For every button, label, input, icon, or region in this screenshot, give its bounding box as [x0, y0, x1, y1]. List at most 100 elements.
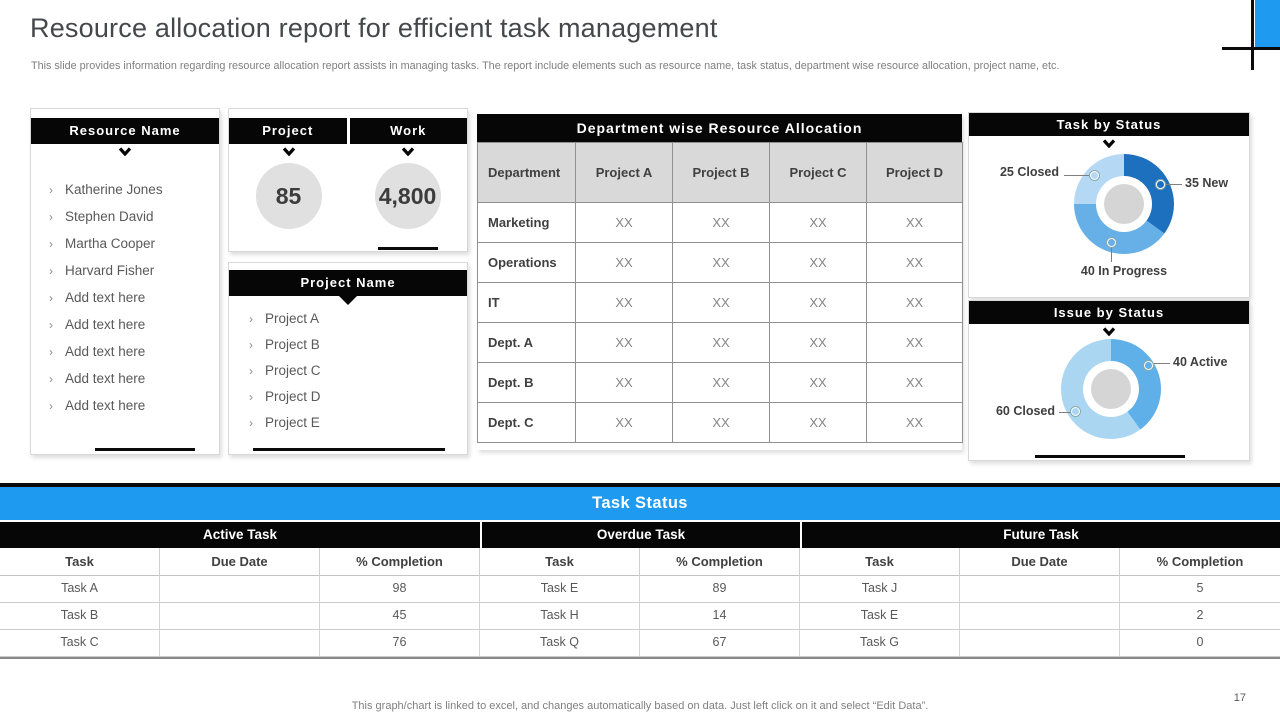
chevron-bullet-icon: › — [249, 416, 253, 430]
column-header: Project D — [866, 142, 963, 203]
list-item[interactable]: › Add text here — [49, 371, 146, 386]
chevron-bullet-icon: › — [49, 345, 53, 359]
column-header: Due Date — [960, 548, 1120, 575]
project-name-header: Project Name — [229, 270, 467, 296]
list-item[interactable]: › Project B — [249, 337, 320, 352]
list-item[interactable]: › Project C — [249, 363, 321, 378]
resource-name-header: Resource Name — [31, 118, 219, 144]
table-row: Operations XX XX XX XX — [477, 242, 963, 283]
column-header: Department — [477, 142, 576, 203]
work-kpi-header: Work — [349, 118, 467, 144]
donut-callout-closed: 25 Closed — [999, 165, 1059, 179]
status-table-bottom-rule — [0, 657, 1280, 659]
column-header: Project C — [769, 142, 867, 203]
task-chart-title: Task by Status — [969, 113, 1249, 136]
donut-callout-new: 35 New — [1185, 176, 1229, 190]
column-header: Project A — [575, 142, 673, 203]
corner-accent-hline — [1222, 47, 1280, 50]
table-row: Dept. C XX XX XX XX — [477, 402, 963, 443]
donut-callout-in-progress: 40 In Progress — [1080, 264, 1168, 278]
table-header-row: Department Project A Project B Project C… — [477, 142, 963, 203]
chevron-bullet-icon: › — [49, 318, 53, 332]
project-kpi-header: Project — [229, 118, 347, 144]
column-header: Project B — [672, 142, 770, 203]
chevron-down-icon — [969, 327, 1249, 337]
table-row: Dept. A XX XX XX XX — [477, 322, 963, 363]
list-item[interactable]: › Martha Cooper — [49, 236, 156, 251]
chevron-bullet-icon: › — [49, 210, 53, 224]
panel-accent-underline — [95, 448, 195, 451]
group-future-task: Future Task — [802, 522, 1280, 548]
page-subtitle: This slide provides information regardin… — [31, 60, 1060, 72]
group-active-task: Active Task — [0, 522, 480, 548]
chevron-bullet-icon: › — [49, 237, 53, 251]
group-overdue-task: Overdue Task — [482, 522, 800, 548]
department-allocation-table: Department Project A Project B Project C… — [477, 142, 963, 443]
column-header: Due Date — [160, 548, 320, 575]
corner-accent-square — [1255, 0, 1280, 48]
callout-dot — [1107, 238, 1116, 247]
panel-accent-underline — [1035, 455, 1185, 458]
page-number: 17 — [1233, 692, 1246, 704]
list-item[interactable]: › Harvard Fisher — [49, 263, 155, 278]
chevron-down-icon — [31, 147, 219, 157]
task-status-donut-chart[interactable] — [1074, 154, 1174, 254]
column-header: Task — [0, 548, 160, 575]
list-item[interactable]: › Project D — [249, 389, 321, 404]
list-item[interactable]: › Project E — [249, 415, 320, 430]
department-table-title: Department wise Resource Allocation — [477, 114, 962, 142]
chevron-bullet-icon: › — [249, 364, 253, 378]
status-table-column-headers: Task Due Date % Completion Task % Comple… — [0, 548, 1280, 576]
corner-accent-vline — [1251, 0, 1254, 70]
department-allocation-panel: Department wise Resource Allocation Depa… — [477, 114, 963, 450]
issue-by-status-panel: Issue by Status 40 Active 60 Closed — [968, 300, 1250, 461]
callout-dot — [1156, 180, 1165, 189]
chevron-bullet-icon: › — [49, 264, 53, 278]
list-item[interactable]: › Add text here — [49, 290, 146, 305]
page-title: Resource allocation report for efficient… — [30, 13, 718, 43]
chevron-bullet-icon: › — [49, 291, 53, 305]
issue-status-donut-chart[interactable] — [1061, 339, 1161, 439]
chevron-down-icon — [969, 139, 1249, 149]
chevron-bullet-icon: › — [49, 183, 53, 197]
list-item[interactable]: › Stephen David — [49, 209, 154, 224]
column-header: % Completion — [1156, 554, 1244, 569]
chevron-down-icon — [229, 147, 348, 157]
list-item[interactable]: › Katherine Jones — [49, 182, 163, 197]
list-item[interactable]: › Project A — [249, 311, 320, 326]
callout-dot — [1144, 361, 1153, 370]
chevron-bullet-icon: › — [49, 372, 53, 386]
list-item[interactable]: › Add text here — [49, 398, 146, 413]
donut-callout-closed: 60 Closed — [995, 404, 1055, 418]
status-table-group-header: Active Task Overdue Task Future Task — [0, 522, 1280, 548]
task-by-status-panel: Task by Status 35 New 40 In Progress 25 … — [968, 112, 1250, 298]
panel-accent-underline — [377, 247, 438, 250]
table-row: Marketing XX XX XX XX — [477, 202, 963, 243]
chevron-down-icon — [348, 147, 467, 157]
table-row: Dept. B XX XX XX XX — [477, 362, 963, 403]
column-header: % Completion — [320, 548, 480, 575]
chevron-bullet-icon: › — [249, 338, 253, 352]
column-header: % Completion — [640, 548, 800, 575]
list-item[interactable]: › Add text here — [49, 344, 146, 359]
work-count-badge: 4,800 — [374, 163, 441, 229]
donut-callout-active: 40 Active — [1173, 355, 1228, 369]
list-item[interactable]: › Add text here — [49, 317, 146, 332]
triangle-down-icon — [339, 296, 357, 305]
table-row: IT XX XX XX XX — [477, 282, 963, 323]
chevron-bullet-icon: › — [49, 399, 53, 413]
column-header: Task — [800, 548, 960, 575]
project-name-panel: Project Name › Project A › Project B › Proj… — [228, 262, 468, 455]
resource-name-panel: Resource Name › Katherine Jones › Stephen … — [30, 108, 220, 455]
issue-chart-title: Issue by Status — [969, 301, 1249, 324]
chevron-bullet-icon: › — [249, 312, 253, 326]
column-header: Task — [480, 548, 640, 575]
project-count-badge: 85 — [255, 163, 322, 229]
panel-accent-underline — [253, 448, 445, 451]
project-work-kpi-panel: Project Work 85 4,800 — [228, 108, 468, 277]
footer-note: This graph/chart is linked to excel, and… — [351, 700, 929, 712]
